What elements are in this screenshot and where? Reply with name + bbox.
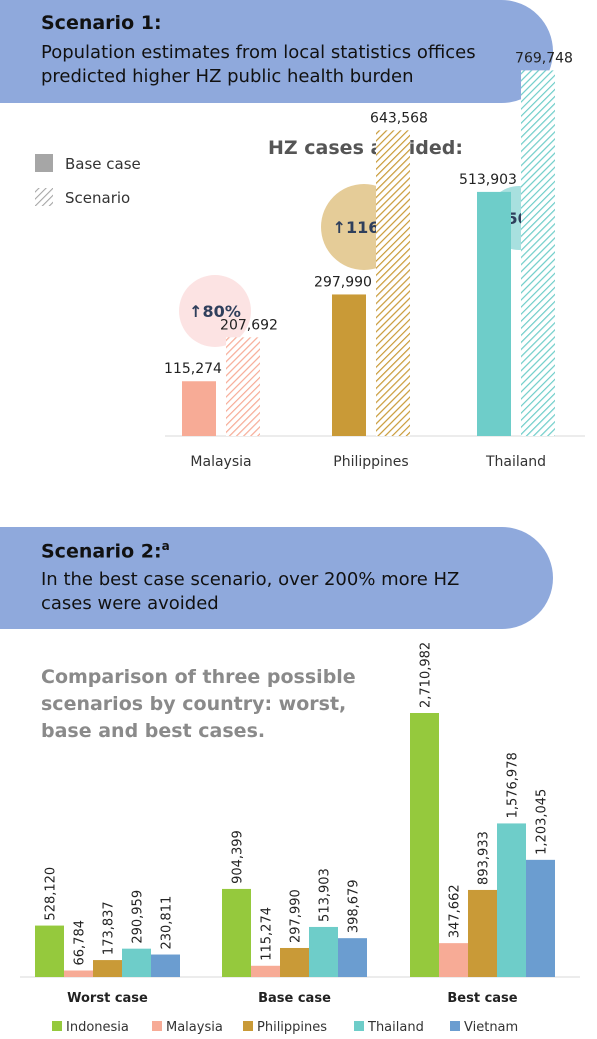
increase-circle-malaysia [179,275,251,347]
legend-swatch-base-case [35,154,53,172]
value-label-worst-case-vietnam: 230,811 [160,896,175,950]
bar-base-philippines [332,294,366,436]
value-label-scenario-malaysia: 207,692 [220,317,278,333]
bar-base-thailand [477,191,511,436]
scenario2-title: Scenario 2:a [41,539,170,562]
legend-swatch-indonesia [52,1021,62,1031]
chart1-title: HZ cases avoided: [268,137,463,159]
bar-base-case-vietnam [338,938,367,977]
bar-base-case-thailand [309,926,338,977]
legend-swatch-vietnam [450,1021,460,1031]
category-label-worst-case: Worst case [67,991,148,1006]
value-label-worst-case-thailand: 290,959 [131,890,146,944]
category-label-thailand: Thailand [485,454,546,470]
scenario1-text: Population estimates from local statisti… [41,42,476,87]
legend-label-vietnam: Vietnam [464,1020,518,1035]
bar-scenario-philippines [376,130,410,436]
bar-best-case-vietnam [526,859,555,977]
value-label-base-philippines: 297,990 [314,274,372,290]
legend-label-malaysia: Malaysia [166,1020,223,1035]
scenario1-banner: Scenario 1: Population estimates from lo… [0,0,553,103]
scenario1-title: Scenario 1: [41,12,162,34]
value-label-base-malaysia: 115,274 [164,361,222,377]
value-label-best-case-thailand: 1,576,978 [506,752,521,818]
bar-worst-case-philippines [93,960,122,977]
bar-worst-case-indonesia [35,925,64,977]
bar-base-case-malaysia [251,965,280,977]
value-label-scenario-thailand: 769,748 [515,50,573,66]
bar-best-case-philippines [468,889,497,977]
legend-label-thailand: Thailand [367,1020,424,1035]
legend-swatch-scenario [35,188,53,206]
category-label-malaysia: Malaysia [190,454,251,470]
scenario2-banner: Scenario 2:a In the best case scenario, … [0,527,553,629]
value-label-base-thailand: 513,903 [459,172,517,188]
chart2-title: Comparison of three possible scenarios b… [41,666,356,742]
bar-best-case-malaysia [439,943,468,977]
legend-swatch-thailand [354,1021,364,1031]
scenario2-footnote-marker: a [161,539,170,553]
legend-swatch-philippines [243,1021,253,1031]
bar-scenario-malaysia [226,337,260,436]
scenario2-text: In the best case scenario, over 200% mor… [41,569,460,614]
bar-worst-case-vietnam [151,954,180,977]
value-label-best-case-philippines: 893,933 [477,831,492,885]
legend-label-scenario: Scenario [65,189,130,207]
bar-best-case-thailand [497,823,526,977]
bar-worst-case-malaysia [64,970,93,977]
scenario2-title-text: Scenario 2: [41,540,162,563]
value-label-best-case-malaysia: 347,662 [448,884,463,938]
legend-label-base-case: Base case [65,155,141,173]
value-label-base-case-malaysia: 115,274 [260,907,275,961]
value-label-worst-case-philippines: 173,837 [102,901,117,955]
bar-base-case-philippines [280,947,309,977]
legend-label-philippines: Philippines [257,1020,327,1035]
category-label-base-case: Base case [258,991,331,1006]
value-label-base-case-philippines: 297,990 [289,889,304,943]
category-label-philippines: Philippines [333,454,408,470]
legend-swatch-malaysia [152,1021,162,1031]
bar-scenario-thailand [521,70,555,437]
legend-label-indonesia: Indonesia [66,1020,129,1035]
value-label-worst-case-indonesia: 528,120 [44,867,59,921]
increase-label-malaysia: ↑80% [189,302,241,321]
value-label-scenario-philippines: 643,568 [370,110,428,126]
value-label-best-case-indonesia: 2,710,982 [419,642,434,708]
bar-worst-case-thailand [122,948,151,977]
value-label-base-case-indonesia: 904,399 [231,830,246,884]
value-label-base-case-thailand: 513,903 [318,868,333,922]
category-label-best-case: Best case [447,991,517,1006]
value-label-best-case-vietnam: 1,203,045 [535,789,550,855]
bar-best-case-indonesia [410,713,439,977]
bar-base-malaysia [182,381,216,436]
value-label-base-case-vietnam: 398,679 [347,879,362,933]
bar-base-case-indonesia [222,888,251,977]
value-label-worst-case-malaysia: 66,784 [73,920,88,966]
